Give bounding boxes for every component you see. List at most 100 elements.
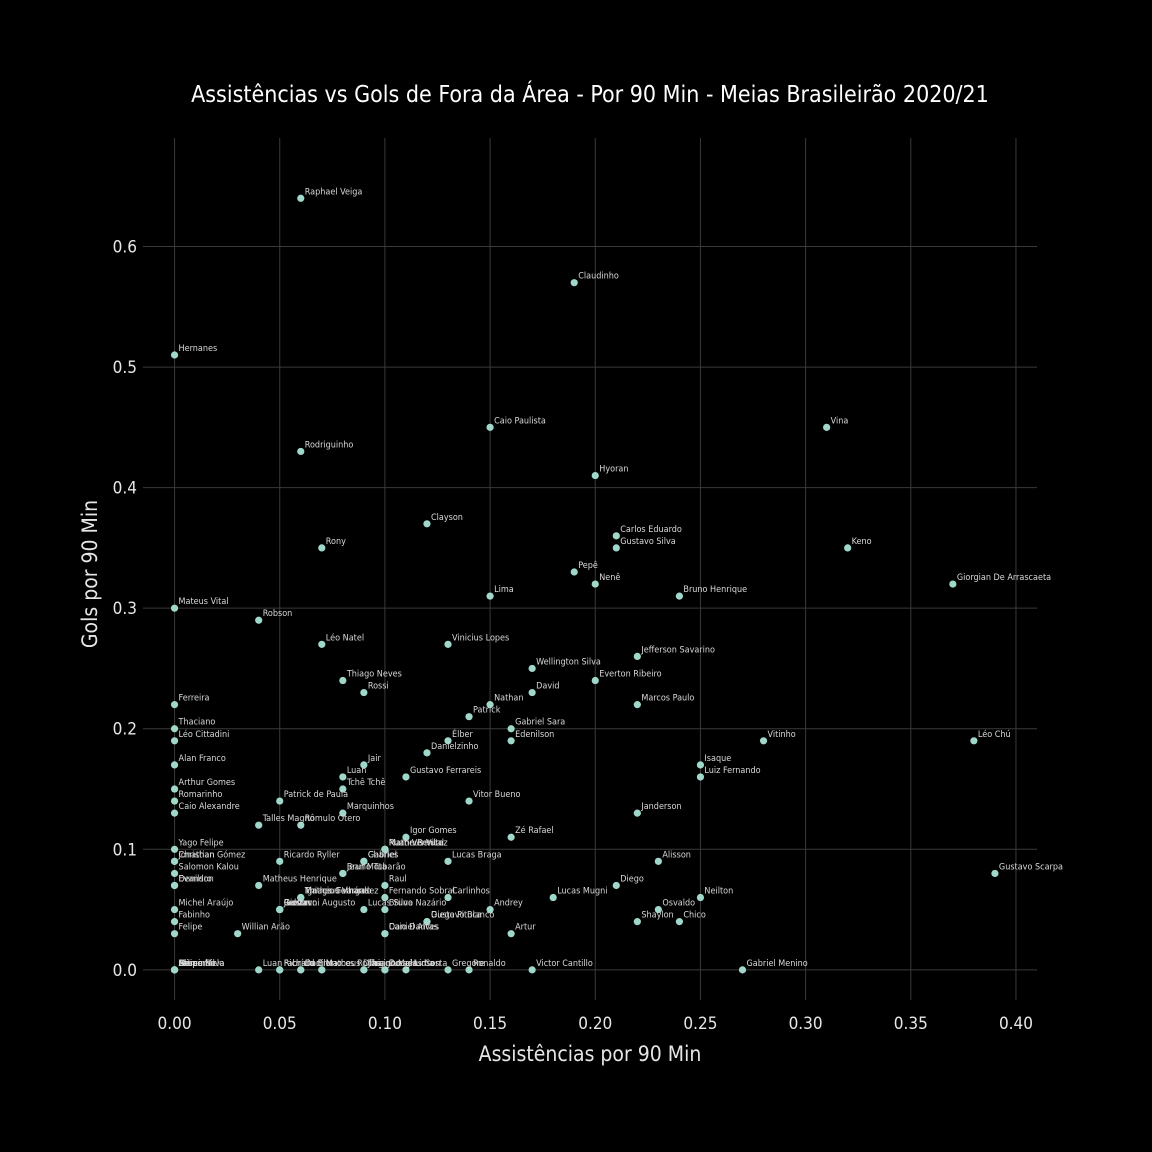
data-point <box>318 544 326 552</box>
data-point <box>444 893 452 902</box>
data-point <box>528 688 536 697</box>
data-point <box>991 869 999 878</box>
data-point <box>297 447 305 456</box>
y-tick-label: 0.4 <box>113 479 137 499</box>
data-point <box>170 857 179 865</box>
data-point-label: Jean Mota <box>346 862 387 872</box>
data-point-label: Andrey <box>494 899 523 909</box>
data-point <box>844 544 852 552</box>
x-axis-title: Assistências por 90 Min <box>479 1042 702 1066</box>
data-point <box>612 881 620 890</box>
data-point <box>823 423 831 431</box>
data-point <box>675 592 684 600</box>
data-point-label: Clayson <box>431 513 463 523</box>
data-points <box>170 194 999 974</box>
data-point-label: Danielzinho <box>431 742 479 752</box>
data-point-label: Caio Dantas <box>389 923 438 933</box>
data-point <box>339 809 347 817</box>
x-tick-label: 0.15 <box>473 1014 507 1034</box>
data-point-label: Vitinho <box>768 730 796 740</box>
y-axis-ticks: 0.0 0.1 0.2 0.3 0.4 0.5 0.6 <box>113 238 137 981</box>
data-point-label: Douglas Costa <box>389 959 447 969</box>
data-point <box>381 930 389 938</box>
data-point-label: Jefferson Savarino <box>640 645 715 655</box>
data-point-label: Chico <box>683 911 705 921</box>
x-tick-label: 0.20 <box>578 1014 612 1034</box>
data-point-label: Marcos Paulo <box>641 694 694 704</box>
data-point-label: Igor Gomes <box>410 826 457 836</box>
data-point <box>444 737 452 745</box>
data-point-label: Neilton <box>704 887 733 897</box>
data-point-label: Élber <box>452 728 473 740</box>
data-point <box>170 761 179 769</box>
data-point <box>170 737 179 745</box>
data-point-label: Danilo <box>305 959 331 969</box>
data-point-label: Charles <box>368 850 399 860</box>
data-point <box>170 351 179 359</box>
data-point <box>675 918 684 926</box>
data-point <box>465 797 473 805</box>
y-tick-label: 0.1 <box>113 840 137 860</box>
data-point-label: Janderson <box>640 802 681 812</box>
data-point <box>570 279 578 287</box>
y-tick-label: 0.2 <box>113 720 137 740</box>
data-point <box>255 966 263 974</box>
data-point-label: Gustavo Scarpa <box>999 862 1063 872</box>
data-point <box>381 893 389 902</box>
data-point <box>170 845 179 853</box>
data-point-label: Gerson <box>179 959 208 969</box>
data-point-label: Thiago Neves <box>346 670 402 680</box>
data-point <box>255 821 263 829</box>
data-point-label: Tchê Tchê <box>346 777 386 788</box>
data-point-label: Bruno Henrique <box>683 585 747 595</box>
data-point <box>423 918 431 926</box>
data-point <box>612 544 620 552</box>
data-point <box>633 918 641 926</box>
data-point <box>591 676 599 685</box>
data-point-label: Isaque <box>704 754 731 764</box>
data-point-label: Lucas Lima <box>389 959 434 969</box>
data-point <box>297 194 305 202</box>
data-point-label: Victor Cantillo <box>536 959 593 969</box>
data-point-label: Diego Pituca <box>431 911 482 921</box>
data-point-label: Ignacio Fernández <box>305 887 379 897</box>
data-point <box>381 905 389 914</box>
data-point-label: Jair <box>367 754 382 764</box>
data-point-label: Bruno Silva <box>179 959 225 969</box>
data-point-label: Bruno Nazário <box>389 899 446 909</box>
data-point-label: Fabinho <box>179 911 210 921</box>
data-point <box>276 966 284 974</box>
data-point <box>507 833 515 841</box>
data-point-label: Caio Alexandre <box>179 802 240 812</box>
data-point-label: Shaylon <box>641 911 673 921</box>
data-point-label: Arthur Gomes <box>179 778 236 788</box>
data-point <box>297 966 305 974</box>
data-point-label: Mateus Vital <box>179 597 229 607</box>
data-point <box>255 881 263 890</box>
data-point <box>759 737 768 745</box>
data-point-label: Felipe <box>179 923 203 933</box>
data-point-label: Luan <box>263 959 283 969</box>
data-point <box>297 893 305 902</box>
data-point-label: Daniel Alves <box>389 923 439 933</box>
data-point <box>970 737 978 745</box>
data-point-label: Vinicius Lopes <box>452 633 509 643</box>
data-point-label: Hudson <box>410 959 441 969</box>
data-point-label: Caio Paulista <box>494 416 546 426</box>
data-point <box>170 809 179 817</box>
data-point <box>486 905 494 914</box>
x-tick-label: 0.25 <box>683 1014 717 1034</box>
data-point-label: Marcos Rocha <box>326 959 382 969</box>
data-point <box>507 725 515 733</box>
data-point-label: Luiz Fernando <box>704 766 760 776</box>
data-point <box>696 761 705 769</box>
data-point-label: Edenilson <box>515 730 554 740</box>
data-point-label: Wellington Silva <box>536 657 601 667</box>
data-point <box>318 640 326 648</box>
data-point <box>423 520 431 528</box>
data-point <box>276 857 284 865</box>
x-axis-ticks: 0.00 0.05 0.10 0.15 0.20 0.25 0.30 0.35 0.40 <box>158 1014 1033 1034</box>
data-point-label: Gabriel <box>368 850 397 860</box>
